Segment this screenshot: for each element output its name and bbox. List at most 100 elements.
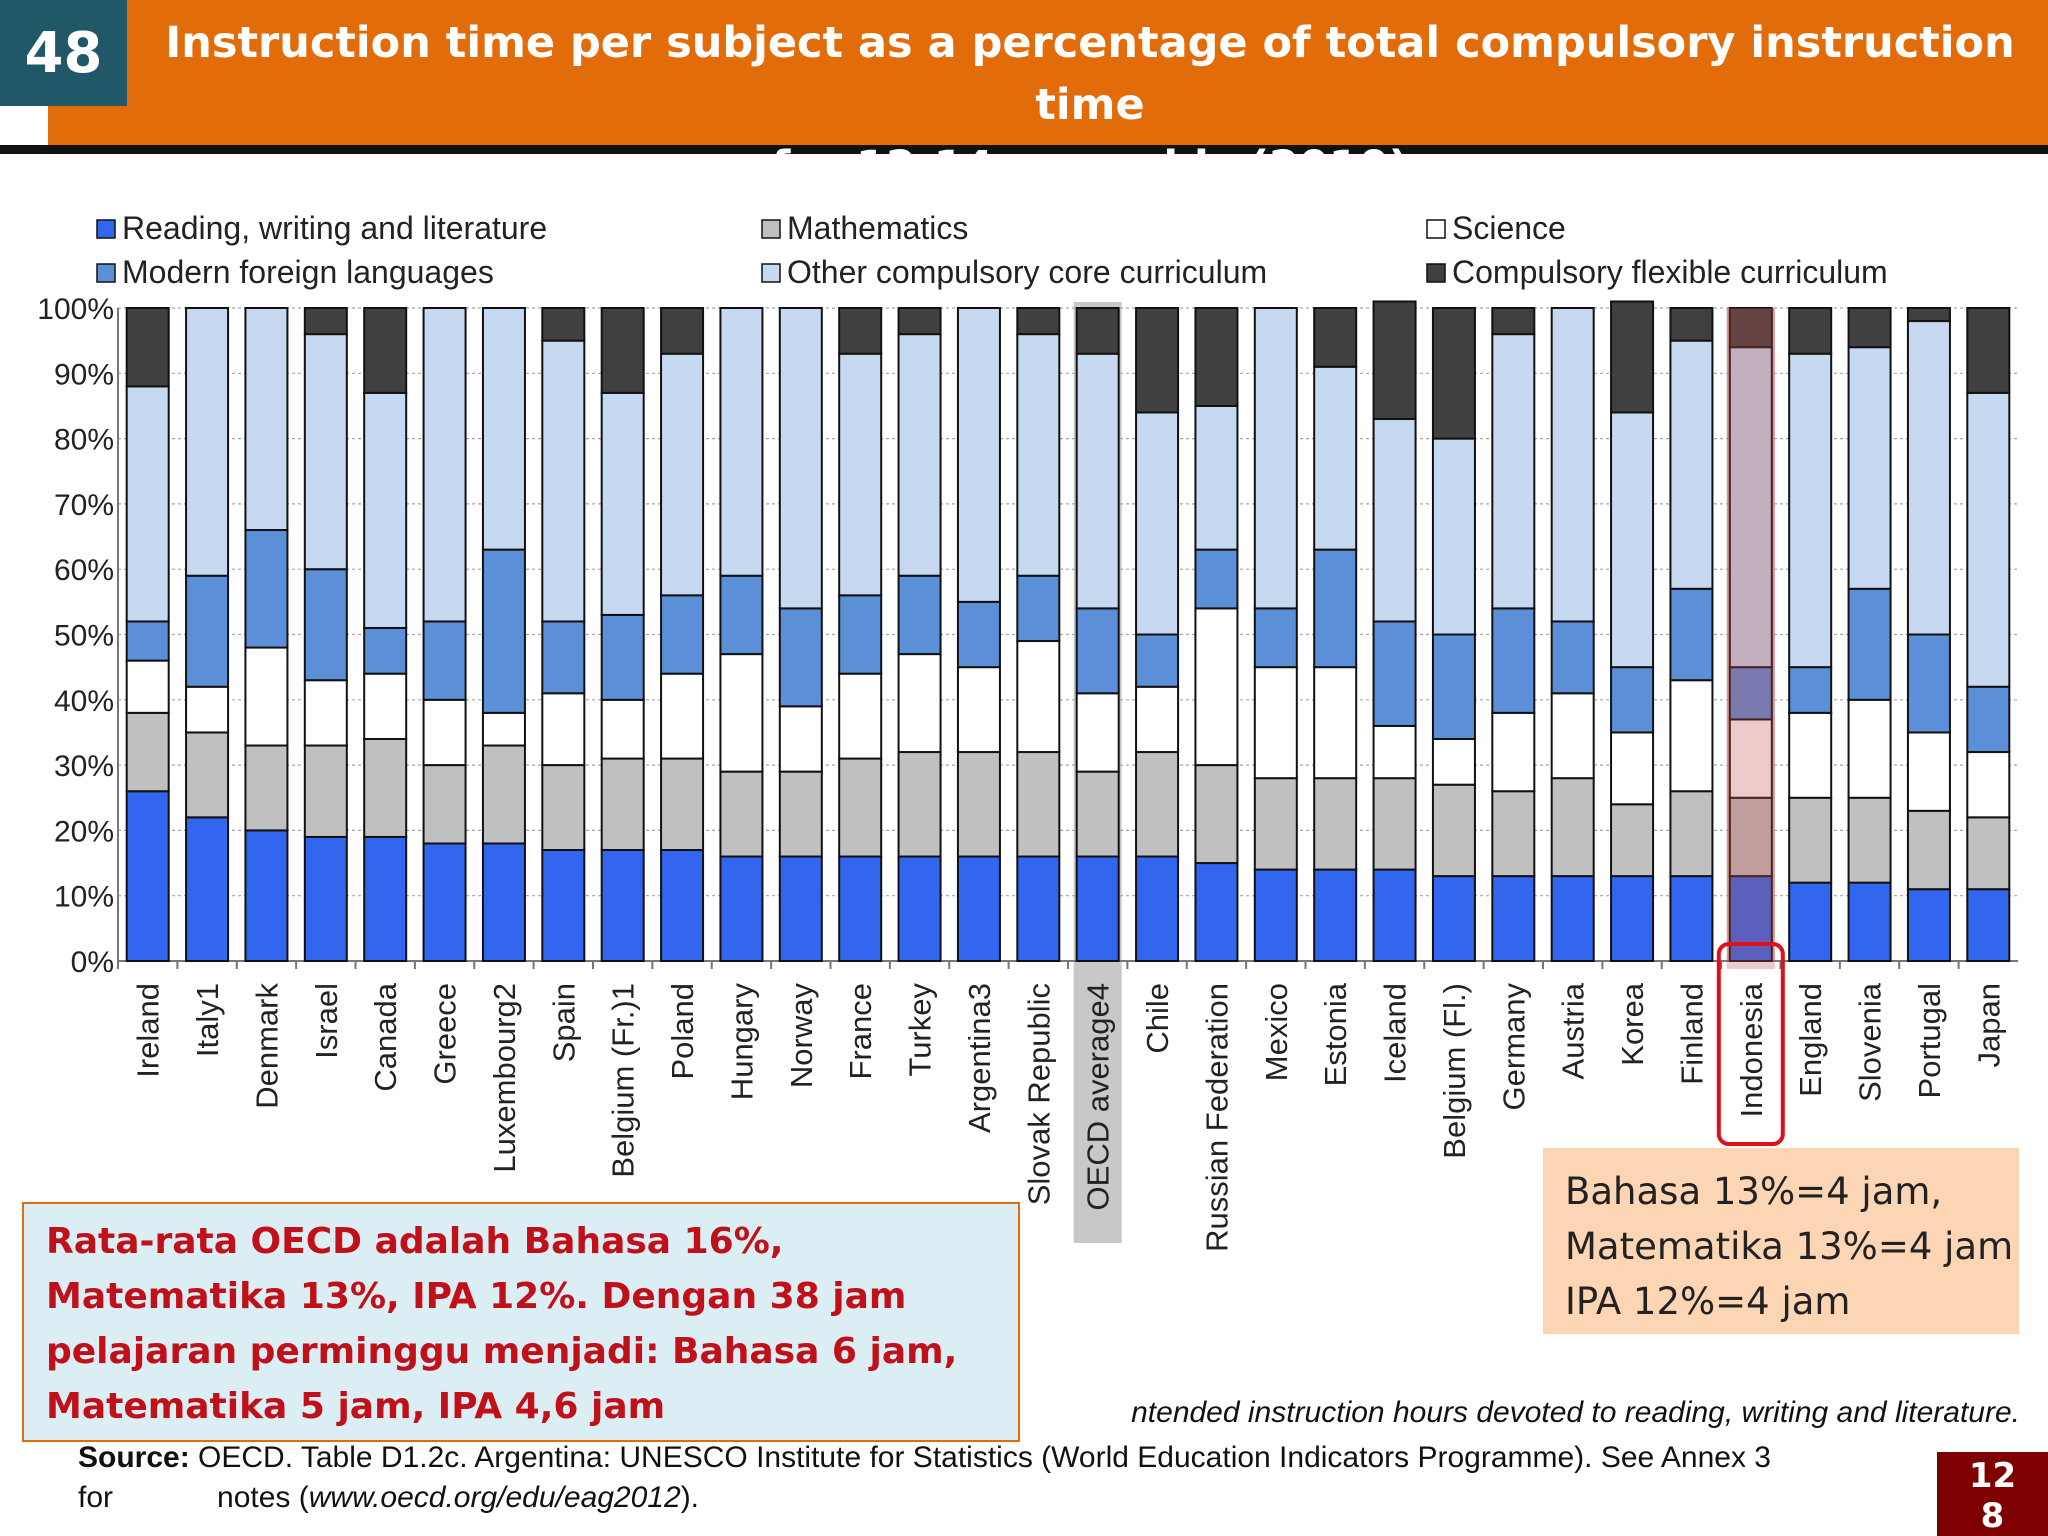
bar-hungary-mathematics xyxy=(719,770,764,858)
x-tick-label: Japan xyxy=(1971,983,2006,1067)
indonesia-label-highlight xyxy=(1716,942,1785,1146)
bar-israel-other-compulsory-core-curriculum xyxy=(303,333,348,571)
bar-argentina3-other-compulsory-core-curriculum xyxy=(956,307,1001,603)
y-tick-label: 10% xyxy=(54,881,114,914)
bar-indonesia-other-compulsory-core-curriculum xyxy=(1728,346,1773,669)
source-line: Source: OECD. Table D1.2c. Argentina: UN… xyxy=(78,1438,1771,1478)
bar-belgium-fr-1-reading-writing-and-literature xyxy=(600,848,645,962)
bar-chile-mathematics xyxy=(1135,751,1180,858)
bar-indonesia-science xyxy=(1728,718,1773,799)
bar-chile-modern-foreign-languages xyxy=(1135,633,1180,688)
bar-belgium-fr-1-mathematics xyxy=(600,757,645,851)
x-tick-label: Russian Federation xyxy=(1199,983,1234,1252)
bar-hungary-modern-foreign-languages xyxy=(719,574,764,656)
x-tick-label: Finland xyxy=(1674,983,1709,1085)
bar-france-reading-writing-and-literature xyxy=(838,855,883,963)
bar-spain-compulsory-flexible-curriculum xyxy=(541,307,586,342)
bar-slovenia-other-compulsory-core-curriculum xyxy=(1847,346,1892,590)
bar-japan-modern-foreign-languages xyxy=(1966,685,2011,754)
bar-luxembourg2-reading-writing-and-literature xyxy=(481,842,526,963)
bar-mexico-mathematics xyxy=(1253,777,1298,871)
source-link[interactable]: www.oecd.org/edu/eag2012 xyxy=(308,1481,681,1514)
bar-poland-science xyxy=(660,672,705,760)
bar-israel-reading-writing-and-literature xyxy=(303,835,348,962)
header-bar xyxy=(48,0,2048,145)
bar-mexico-modern-foreign-languages xyxy=(1253,607,1298,669)
bar-italy1-modern-foreign-languages xyxy=(185,574,230,688)
bar-russian-federation-modern-foreign-languages xyxy=(1194,548,1239,610)
bar-germany-mathematics xyxy=(1491,790,1536,878)
bar-turkey-modern-foreign-languages xyxy=(897,574,942,656)
bar-portugal-reading-writing-and-literature xyxy=(1906,888,1951,962)
bar-korea-compulsory-flexible-curriculum xyxy=(1610,300,1655,414)
bar-denmark-other-compulsory-core-curriculum xyxy=(244,307,289,532)
bar-austria-mathematics xyxy=(1550,777,1595,878)
slide-title-line1: Instruction time per subject as a percen… xyxy=(165,18,2015,130)
bar-slovenia-reading-writing-and-literature xyxy=(1847,881,1892,963)
bar-poland-mathematics xyxy=(660,757,705,851)
bar-greece-science xyxy=(422,698,467,767)
y-tick-label: 30% xyxy=(54,750,114,783)
bar-russian-federation-science xyxy=(1194,607,1239,767)
bar-chile-science xyxy=(1135,685,1180,754)
bar-estonia-compulsory-flexible-curriculum xyxy=(1313,307,1358,368)
x-tick-label: Argentina3 xyxy=(962,983,997,1133)
source-line-2: for notes (www.oecd.org/edu/eag2012). xyxy=(78,1478,699,1518)
bar-canada-reading-writing-and-literature xyxy=(363,835,408,962)
x-tick-label: Austria xyxy=(1556,982,1591,1079)
bar-oecd-average4-other-compulsory-core-curriculum xyxy=(1075,352,1120,610)
bar-norway-other-compulsory-core-curriculum xyxy=(778,307,823,610)
bar-korea-science xyxy=(1610,731,1655,806)
bar-japan-science xyxy=(1966,751,2011,819)
bar-italy1-science xyxy=(185,685,230,734)
bar-russian-federation-reading-writing-and-literature xyxy=(1194,862,1239,962)
bar-belgium-fl-mathematics xyxy=(1431,783,1476,878)
x-tick-label: France xyxy=(843,983,878,1079)
bar-russian-federation-compulsory-flexible-curriculum xyxy=(1194,307,1239,407)
bar-ireland-science xyxy=(125,659,170,714)
bar-canada-mathematics xyxy=(363,737,408,838)
bar-slovak-republic-compulsory-flexible-curriculum xyxy=(1016,307,1061,336)
bar-russian-federation-other-compulsory-core-curriculum xyxy=(1194,404,1239,551)
bar-estonia-other-compulsory-core-curriculum xyxy=(1313,365,1358,551)
x-tick-label: Hungary xyxy=(724,983,759,1101)
bar-spain-mathematics xyxy=(541,764,586,851)
bar-korea-other-compulsory-core-curriculum xyxy=(1610,411,1655,669)
legend-swatch-modern-foreign-languages xyxy=(96,263,116,283)
legend-swatch-reading-writing-and-literature xyxy=(96,219,116,239)
bar-austria-science xyxy=(1550,692,1595,780)
x-tick-label: Indonesia xyxy=(1734,982,1769,1117)
bar-denmark-mathematics xyxy=(244,744,289,832)
bar-finland-modern-foreign-languages xyxy=(1669,587,1714,682)
x-tick-label: Belgium (Fl.) xyxy=(1437,983,1472,1159)
x-tick-label: Ireland xyxy=(131,983,166,1078)
bar-oecd-average4-modern-foreign-languages xyxy=(1075,607,1120,695)
bar-mexico-science xyxy=(1253,666,1298,780)
bar-ireland-modern-foreign-languages xyxy=(125,620,170,662)
bar-greece-mathematics xyxy=(422,764,467,845)
bar-iceland-reading-writing-and-literature xyxy=(1372,868,1417,963)
page-badge: 12 8 xyxy=(1937,1452,2048,1536)
bar-austria-other-compulsory-core-curriculum xyxy=(1550,307,1595,623)
bar-indonesia-mathematics xyxy=(1728,796,1773,878)
x-tick-label: Portugal xyxy=(1912,983,1947,1098)
bar-portugal-modern-foreign-languages xyxy=(1906,633,1951,734)
bar-portugal-other-compulsory-core-curriculum xyxy=(1906,320,1951,636)
bar-norway-science xyxy=(778,705,823,773)
bar-argentina3-modern-foreign-languages xyxy=(956,600,1001,669)
x-tick-label: OECD average4 xyxy=(1081,983,1116,1210)
bar-hungary-other-compulsory-core-curriculum xyxy=(719,307,764,577)
bar-canada-science xyxy=(363,672,408,740)
bar-japan-reading-writing-and-literature xyxy=(1966,888,2011,962)
bar-indonesia-compulsory-flexible-curriculum xyxy=(1728,307,1773,349)
y-tick-label: 80% xyxy=(54,424,114,457)
legend-swatch-mathematics xyxy=(761,219,781,239)
source-label: Source: xyxy=(78,1441,190,1474)
bar-belgium-fl-science xyxy=(1431,737,1476,786)
y-tick-label: 50% xyxy=(54,620,114,653)
bar-finland-reading-writing-and-literature xyxy=(1669,875,1714,962)
y-tick-label: 100% xyxy=(37,293,114,326)
bar-estonia-mathematics xyxy=(1313,777,1358,871)
bar-belgium-fr-1-other-compulsory-core-curriculum xyxy=(600,391,645,616)
bar-england-compulsory-flexible-curriculum xyxy=(1788,307,1833,355)
